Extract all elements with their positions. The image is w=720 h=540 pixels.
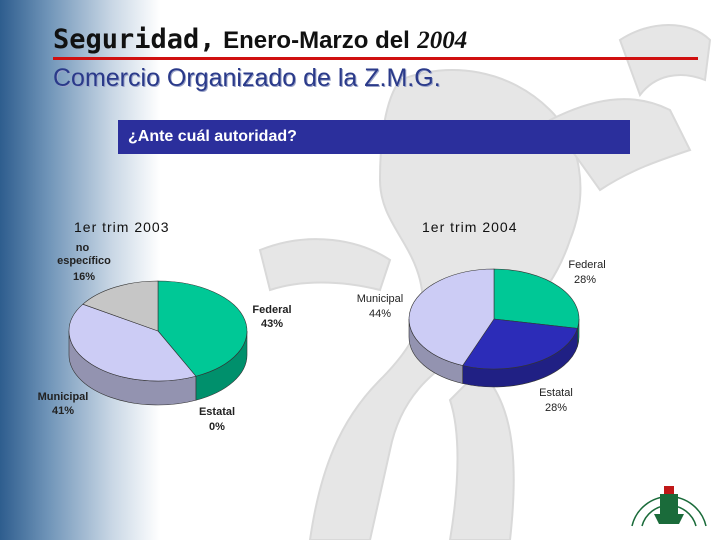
label-2003-no-especifico: no específico bbox=[57, 242, 111, 267]
pie-2003-top bbox=[68, 280, 248, 382]
pie-2004-slice-estatal bbox=[462, 318, 578, 370]
pie-2004-top bbox=[408, 268, 580, 370]
pie-2003-slice-municipal bbox=[68, 303, 197, 382]
pct-2003-estatal: 0% bbox=[209, 421, 225, 433]
label-2004-municipal: Municipal bbox=[357, 293, 403, 305]
pie-2003-slice-no-específico bbox=[82, 280, 159, 332]
pct-2004-federal: 28% bbox=[574, 274, 596, 286]
chart-title-2004: 1er trim 2004 bbox=[422, 219, 517, 235]
pie-2003-slice-federal bbox=[157, 280, 248, 377]
chamber-of-commerce-seal bbox=[631, 486, 707, 527]
label-2003-no-especifico-line1: no bbox=[76, 242, 90, 254]
title-underline bbox=[53, 57, 698, 60]
label-2003-estatal: Estatal bbox=[199, 406, 235, 418]
pie-2004 bbox=[408, 268, 580, 388]
page-title: Seguridad, Enero-Marzo del 2004 bbox=[53, 22, 703, 58]
pct-2004-estatal: 28% bbox=[545, 402, 567, 414]
pie-2003 bbox=[68, 280, 248, 406]
left-gradient-band bbox=[0, 0, 160, 540]
label-2003-municipal: Municipal bbox=[38, 391, 89, 403]
header: Seguridad, Enero-Marzo del 2004 Comercio… bbox=[53, 22, 703, 92]
title-date-range: Enero-Marzo del bbox=[223, 27, 410, 54]
label-2004-federal: Federal bbox=[568, 259, 605, 271]
pie-2004-slice-federal bbox=[493, 268, 580, 329]
pie-2004-slice-municipal bbox=[408, 268, 495, 366]
question-banner: ¿Ante cuál autoridad? bbox=[118, 120, 630, 154]
pct-2004-municipal: 44% bbox=[369, 308, 391, 320]
label-2003-federal: Federal bbox=[252, 304, 291, 316]
pct-2003-municipal: 41% bbox=[52, 405, 74, 417]
chart-title-2003: 1er trim 2003 bbox=[74, 219, 169, 235]
pct-2003-no-especifico: 16% bbox=[73, 271, 95, 283]
label-2003-no-especifico-line2: específico bbox=[57, 255, 111, 267]
title-main: Seguridad, bbox=[53, 24, 216, 55]
title-year: 2004 bbox=[417, 27, 468, 54]
label-2004-estatal: Estatal bbox=[539, 387, 573, 399]
pct-2003-federal: 43% bbox=[261, 318, 283, 330]
page-subtitle: Comercio Organizado de la Z.M.G. bbox=[53, 64, 441, 92]
